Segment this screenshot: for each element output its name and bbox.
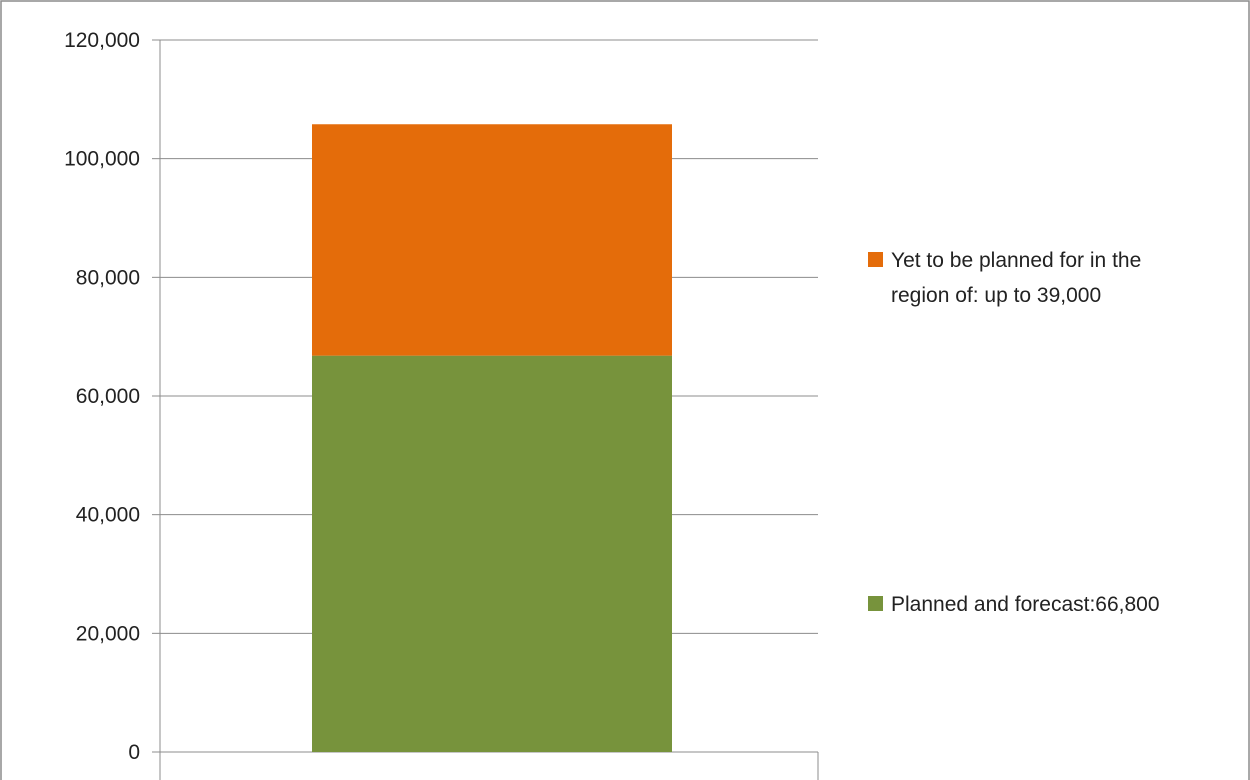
y-tick-label: 40,000 [76, 504, 140, 527]
legend-swatch [868, 596, 883, 611]
bars [312, 124, 672, 752]
y-tick-label: 20,000 [76, 622, 140, 645]
y-tick-label: 60,000 [76, 385, 140, 408]
legend-label: region of: up to 39,000 [891, 284, 1101, 307]
bar-segment-yet-to-be-planned [312, 124, 672, 356]
legend-label: Planned and forecast:66,800 [891, 593, 1160, 616]
y-tick-label: 120,000 [64, 29, 140, 52]
legend-swatch [868, 252, 883, 267]
y-axis-tick-labels: 0 20,000 40,000 60,000 80,000 100,000 120,000 [64, 29, 140, 764]
legend: Yet to be planned for in the region of: u… [868, 249, 1160, 616]
y-tick-label: 100,000 [64, 148, 140, 171]
bar-segment-planned-and-forecast [312, 355, 672, 752]
y-tick-label: 0 [128, 741, 140, 764]
legend-label: Yet to be planned for in the [891, 249, 1141, 272]
y-tick-label: 80,000 [76, 266, 140, 289]
